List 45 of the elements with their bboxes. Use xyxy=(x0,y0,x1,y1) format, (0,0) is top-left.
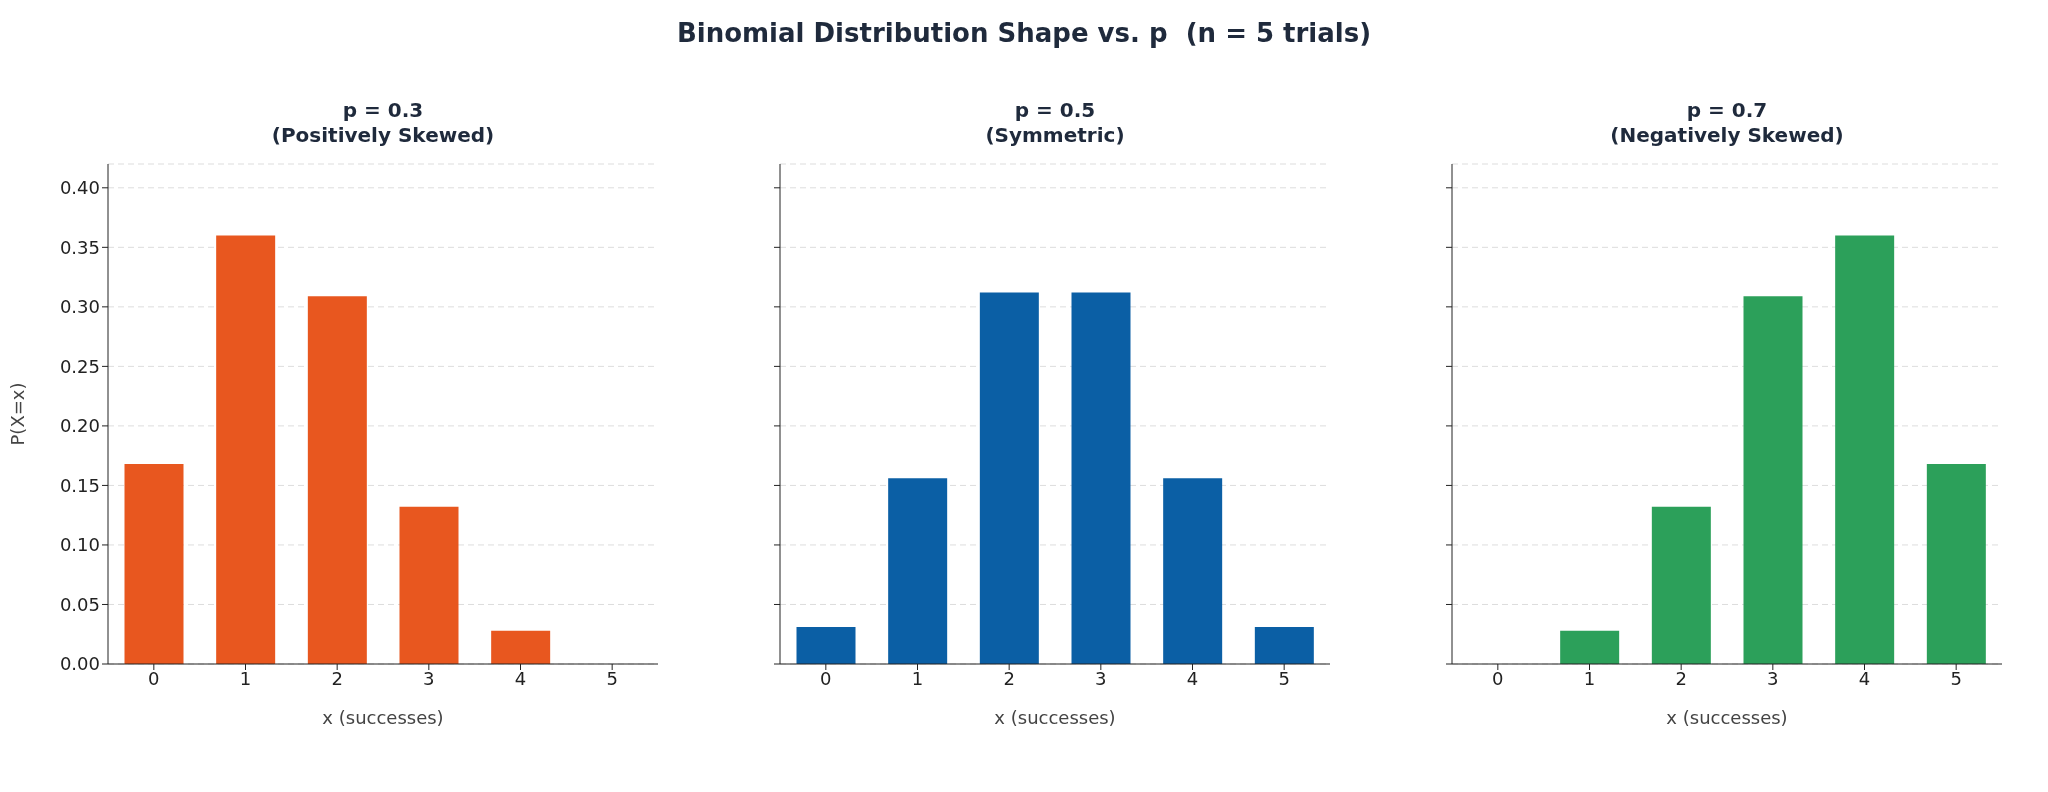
x-tick-label: 0 xyxy=(1492,667,1504,689)
x-tick-label: 3 xyxy=(1095,667,1107,689)
chart-subtitle: p = 0.5 (Symmetric) xyxy=(984,98,1126,149)
x-tick-label: 2 xyxy=(1003,667,1015,689)
bar xyxy=(491,630,551,664)
y-tick-label: 0.35 xyxy=(59,236,100,258)
x-tick-label: 4 xyxy=(1186,667,1199,689)
x-tick-label: 0 xyxy=(148,667,160,689)
bar xyxy=(1651,506,1711,664)
y-tick-label: 0.40 xyxy=(59,177,100,199)
x-tick-label: 3 xyxy=(1767,667,1779,689)
x-tick-label: 2 xyxy=(1675,667,1687,689)
y-tick-label: 0.30 xyxy=(59,296,100,318)
bar xyxy=(1560,630,1620,664)
chart-title: Binomial Distribution Shape vs. p (n = 5 trials) xyxy=(675,17,1373,50)
y-tick-label: 0.05 xyxy=(59,593,100,615)
x-axis-title: x (successes) xyxy=(322,707,444,728)
x-tick-label: 4 xyxy=(514,667,527,689)
x-tick-label: 1 xyxy=(239,667,252,689)
x-tick-label: 4 xyxy=(1858,667,1871,689)
x-tick-label: 0 xyxy=(820,667,832,689)
y-tick-label: 0.20 xyxy=(59,415,100,437)
x-tick-label: 2 xyxy=(331,667,343,689)
x-axis-title: x (successes) xyxy=(994,707,1116,728)
x-tick-label: 5 xyxy=(1950,667,1962,689)
x-tick-label: 3 xyxy=(423,667,435,689)
y-tick-label: 0.00 xyxy=(59,653,100,675)
bar xyxy=(399,506,459,664)
x-tick-label: 5 xyxy=(606,667,618,689)
bar xyxy=(1926,464,1986,664)
chart-subtitle: p = 0.3 (Positively Skewed) xyxy=(270,98,496,149)
y-tick-label: 0.10 xyxy=(59,534,100,556)
bar xyxy=(1743,296,1803,664)
bar xyxy=(307,296,367,664)
x-tick-label: 1 xyxy=(911,667,924,689)
y-axis-title: P(X=x) xyxy=(7,382,29,446)
bar xyxy=(1835,235,1895,664)
x-tick-label: 5 xyxy=(1278,667,1290,689)
y-tick-label: 0.15 xyxy=(59,474,100,496)
x-tick-label: 1 xyxy=(1583,667,1596,689)
bar xyxy=(216,235,276,664)
x-axis-title: x (successes) xyxy=(1666,707,1788,728)
y-tick-label: 0.25 xyxy=(59,355,100,377)
bar xyxy=(124,464,184,664)
chart-subtitle: p = 0.7 (Negatively Skewed) xyxy=(1609,98,1845,149)
